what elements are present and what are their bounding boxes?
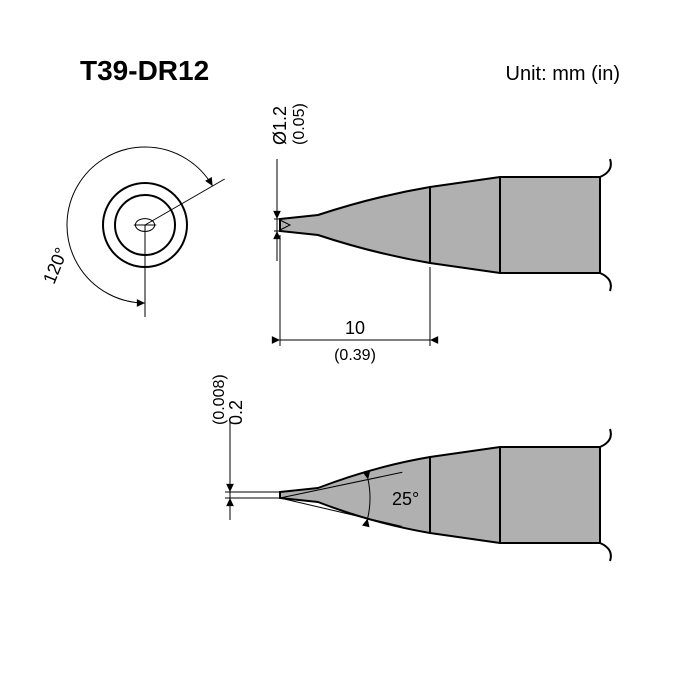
tip-angle-label: 25° — [392, 489, 419, 509]
front-view: 120° — [39, 147, 224, 317]
tip-diameter-mm: Ø1.2 — [270, 106, 290, 145]
tip-length-mm: 10 — [345, 318, 365, 338]
part-number-label: T39-DR12 — [80, 55, 209, 86]
tip-flat-mm: 0.2 — [226, 400, 246, 425]
tip-length-in: (0.39) — [334, 347, 376, 364]
angle-120-label: 120° — [39, 245, 71, 287]
side-view-bottom: 0.2 (0.008) 25° — [211, 374, 611, 561]
tip-flat-in: (0.008) — [211, 374, 228, 425]
unit-label: Unit: mm (in) — [506, 63, 620, 85]
tip-diameter-in: (0.05) — [291, 103, 308, 145]
side-view-top: Ø1.2 (0.05) 10 (0.39) — [270, 103, 611, 364]
engineering-drawing: T39-DR12 Unit: mm (in) 120° — [0, 0, 700, 700]
